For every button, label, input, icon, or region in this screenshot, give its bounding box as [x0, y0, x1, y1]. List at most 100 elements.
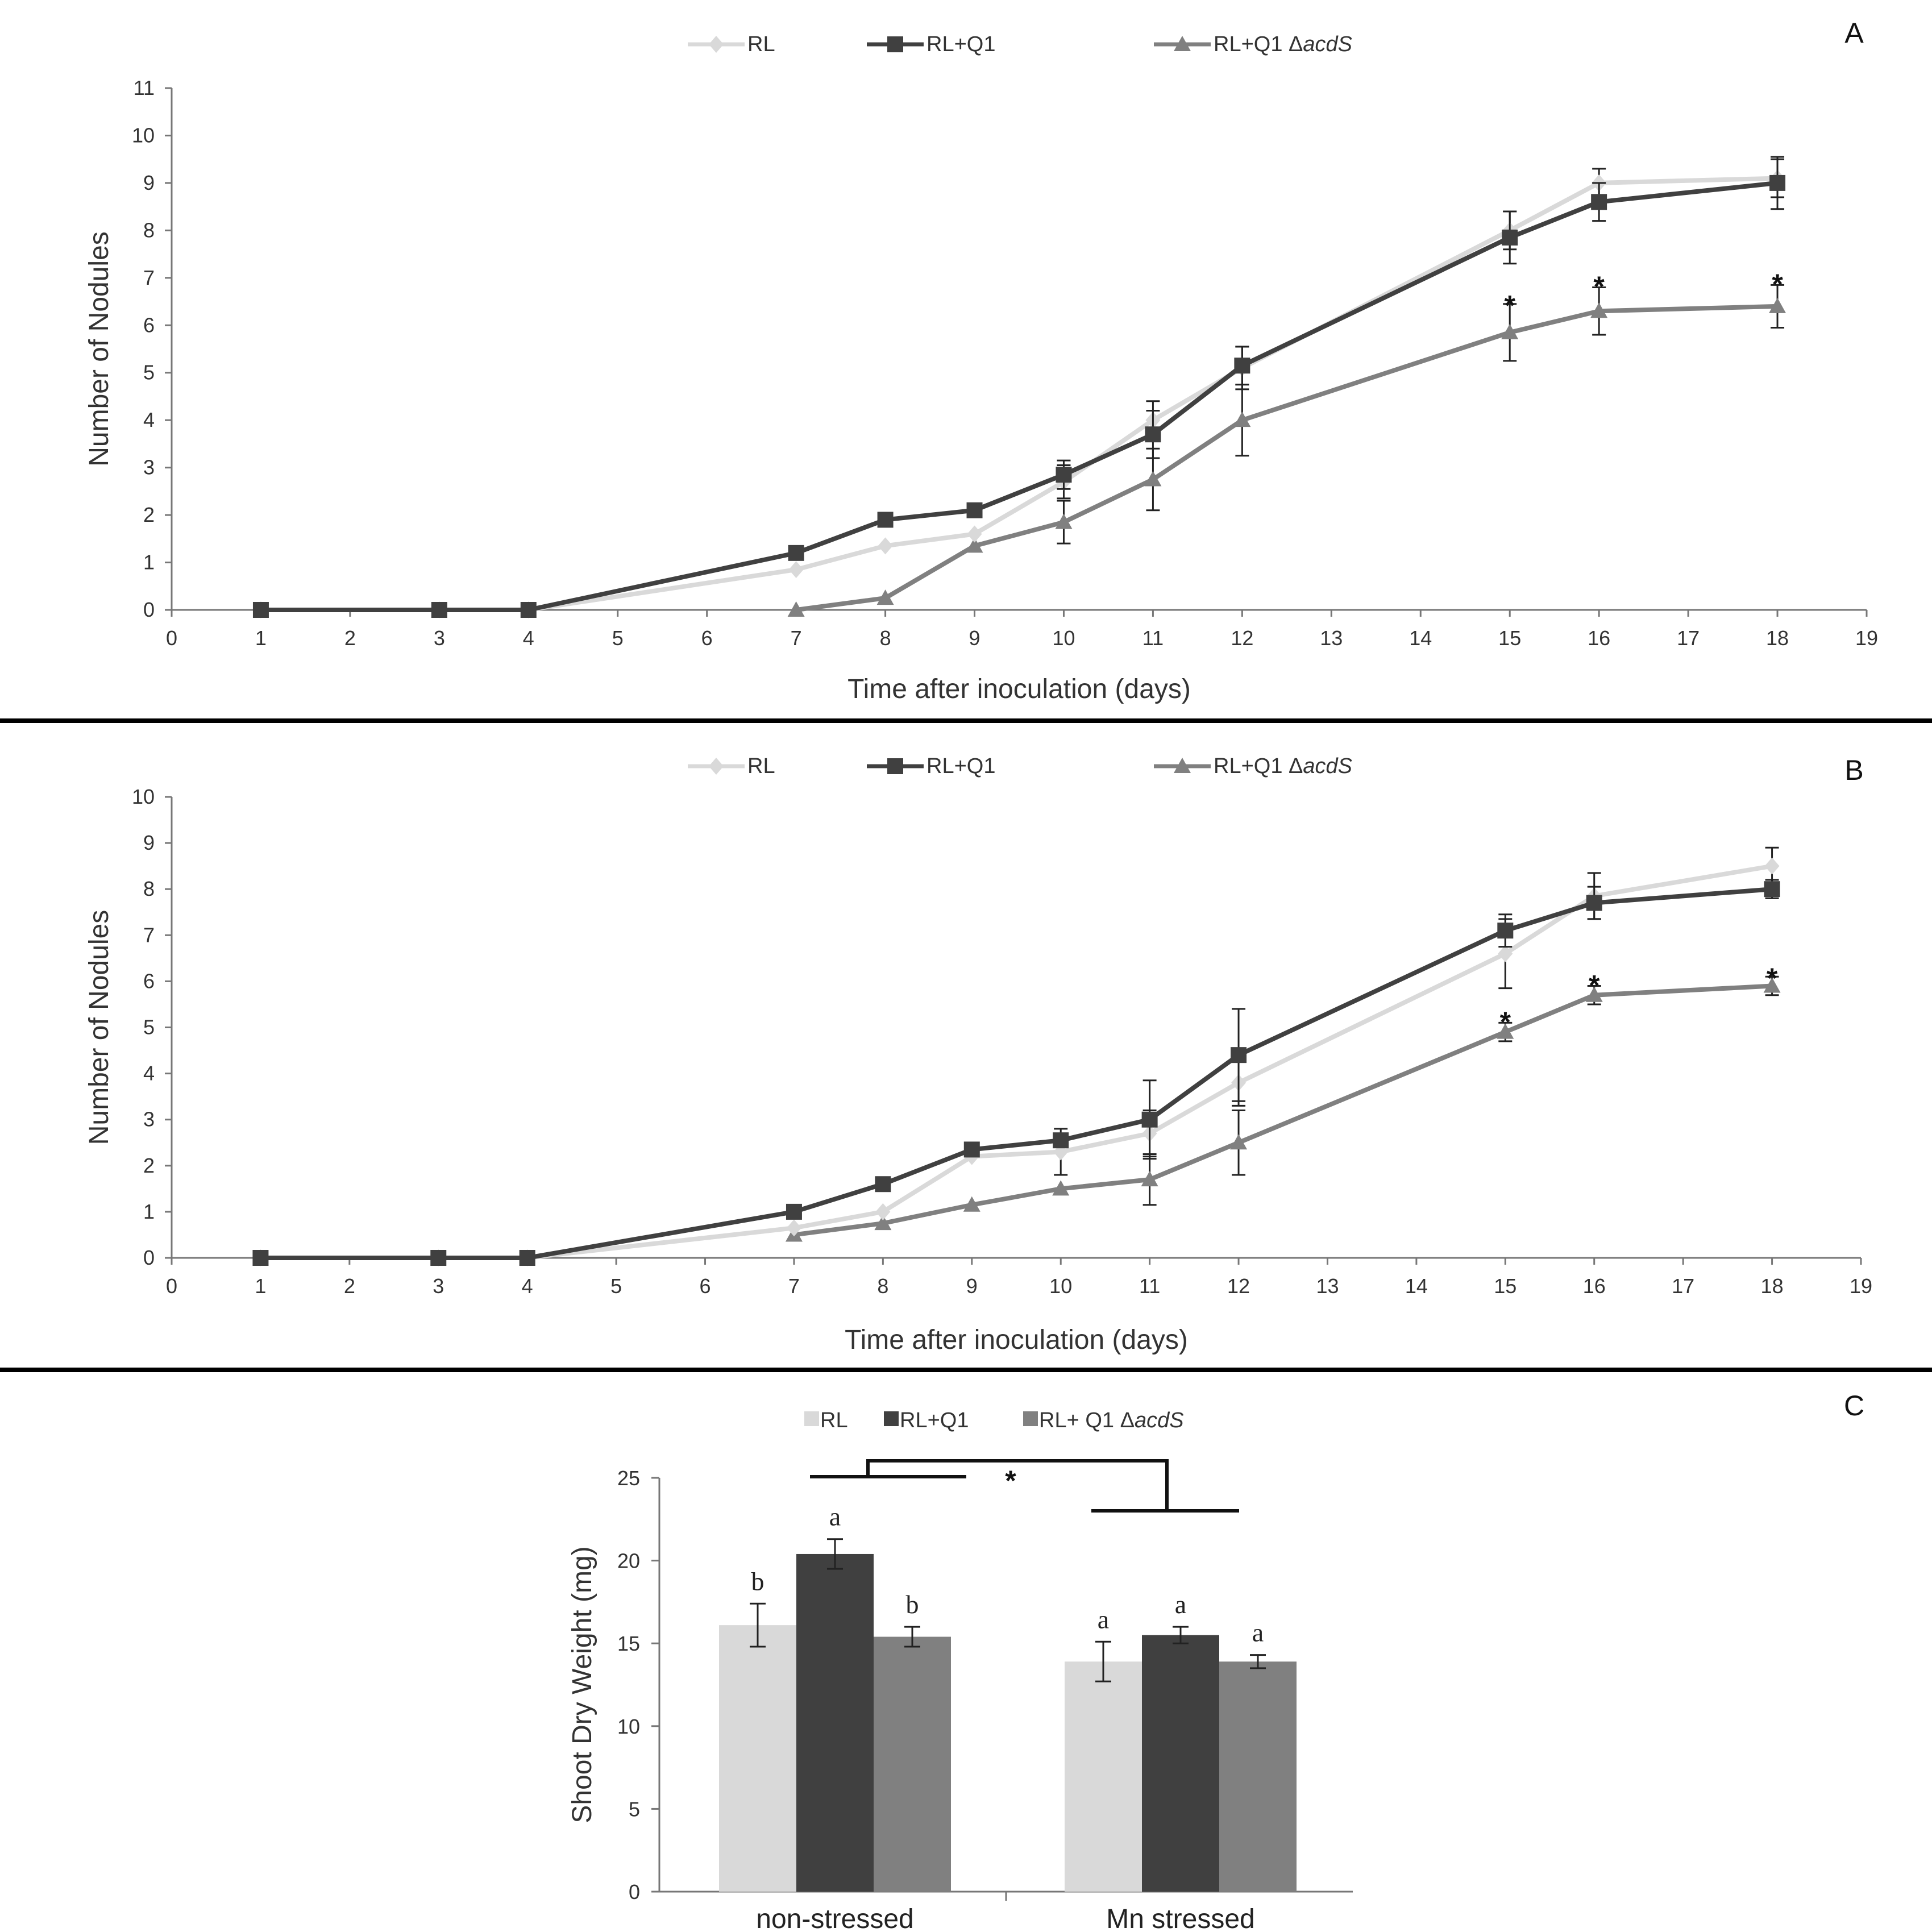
x-tick-label: 17	[1672, 1274, 1694, 1298]
x-tick-label: 6	[701, 626, 713, 650]
bar	[874, 1636, 951, 1892]
data-point-triangle	[1585, 986, 1603, 1002]
x-tick-label: 16	[1588, 626, 1610, 650]
data-point-triangle	[1052, 1180, 1070, 1196]
x-tick-label: 4	[522, 1274, 533, 1298]
y-tick-label: 8	[143, 218, 155, 242]
x-tick-label: 10	[1052, 626, 1075, 650]
x-tick-label: 5	[610, 1274, 622, 1298]
y-axis-title: Shoot Dry Weight (mg)	[567, 1546, 597, 1823]
data-point-square	[252, 602, 269, 618]
x-tick-label: 13	[1320, 626, 1343, 650]
x-tick-label: 18	[1766, 626, 1789, 650]
x-tick-label: 4	[523, 626, 534, 650]
series-line	[796, 304, 1778, 612]
y-tick-label: 2	[143, 1154, 155, 1177]
legend-triangle-marker	[1174, 758, 1191, 773]
y-tick-label: 15	[617, 1632, 640, 1655]
data-point-diamond	[1764, 857, 1780, 875]
x-tick-label: 16	[1583, 1274, 1606, 1298]
data-point-diamond	[1498, 945, 1513, 962]
x-tick-label: 11	[1139, 1274, 1160, 1298]
x-tick-label: 2	[344, 1274, 355, 1298]
bar	[719, 1625, 796, 1892]
y-tick-label: 8	[143, 877, 155, 900]
y-tick-label: 10	[617, 1715, 640, 1738]
x-tick-label: 8	[877, 1274, 888, 1298]
data-point-square	[963, 1141, 980, 1158]
significance-star: *	[1767, 962, 1778, 994]
y-tick-label: 9	[143, 831, 155, 854]
legend-label: RL	[747, 32, 775, 56]
y-tick-label: 6	[143, 313, 155, 336]
data-point-square	[1145, 426, 1161, 443]
significance-star: *	[1504, 289, 1515, 321]
data-point-square	[1502, 229, 1518, 246]
y-tick-label: 6	[143, 969, 155, 992]
x-tick-label: 2	[344, 626, 356, 650]
legend-swatch	[804, 1411, 819, 1426]
data-point-square	[1053, 1132, 1069, 1149]
data-point-diamond	[788, 561, 804, 579]
significance-star: *	[1005, 1465, 1016, 1497]
category-label: non-stressed	[756, 1904, 913, 1932]
x-tick-label: 10	[1049, 1274, 1072, 1298]
series-line	[260, 180, 1778, 612]
panel-letter: C	[1844, 1390, 1864, 1422]
data-point-square	[1586, 895, 1602, 911]
significance-star: *	[1593, 271, 1605, 302]
data-point-square	[1591, 194, 1607, 210]
y-tick-label: 2	[143, 503, 155, 526]
x-tick-label: 11	[1142, 626, 1164, 650]
data-point-diamond	[786, 1219, 801, 1237]
category-label: Mn stressed	[1106, 1904, 1254, 1932]
data-point-square	[430, 1250, 447, 1266]
legend-label: RL+Q1 ΔacdS	[1214, 32, 1352, 56]
data-point-square	[1764, 881, 1780, 898]
x-tick-label: 17	[1677, 626, 1700, 650]
x-tick-label: 13	[1316, 1274, 1339, 1298]
y-axis-title: Number of Nodules	[84, 231, 114, 467]
x-tick-label: 3	[434, 626, 445, 650]
data-point-square	[1141, 1111, 1158, 1128]
significance-letter: b	[906, 1590, 919, 1619]
x-tick-label: 15	[1498, 626, 1521, 650]
data-point-triangle	[963, 1196, 980, 1212]
x-tick-label: 1	[255, 626, 267, 650]
data-point-triangle	[1769, 297, 1786, 313]
data-point-triangle	[966, 537, 983, 553]
data-point-triangle	[1590, 302, 1608, 318]
significance-letter: b	[751, 1567, 765, 1596]
significance-star: *	[1589, 969, 1600, 1001]
y-tick-label: 1	[143, 1200, 155, 1223]
legend-label: RL	[747, 754, 775, 778]
y-tick-label: 25	[617, 1466, 640, 1490]
series-line	[260, 887, 1772, 1260]
x-tick-label: 0	[166, 1274, 177, 1298]
y-tick-label: 9	[143, 171, 155, 194]
x-tick-label: 9	[969, 626, 980, 650]
data-point-square	[788, 545, 804, 561]
data-point-triangle	[1055, 513, 1073, 529]
legend-diamond-marker	[709, 758, 724, 775]
data-point-triangle	[876, 589, 894, 605]
data-point-square	[431, 602, 447, 618]
data-point-square	[786, 1203, 802, 1220]
data-point-diamond	[875, 1203, 891, 1220]
data-point-diamond	[967, 525, 982, 543]
y-axis-title: Number of Nodules	[84, 910, 114, 1145]
x-tick-label: 9	[966, 1274, 978, 1298]
panel-letter: A	[1844, 17, 1864, 49]
data-point-square	[1234, 358, 1250, 374]
x-axis-title: Time after inoculation (days)	[845, 1325, 1188, 1355]
significance-letter: a	[1098, 1605, 1109, 1634]
x-tick-label: 8	[880, 626, 891, 650]
data-point-triangle	[787, 601, 805, 617]
legend-label: RL+Q1	[900, 1409, 969, 1432]
y-tick-label: 0	[629, 1880, 640, 1904]
x-tick-label: 3	[433, 1274, 444, 1298]
x-tick-label: 0	[166, 626, 177, 650]
